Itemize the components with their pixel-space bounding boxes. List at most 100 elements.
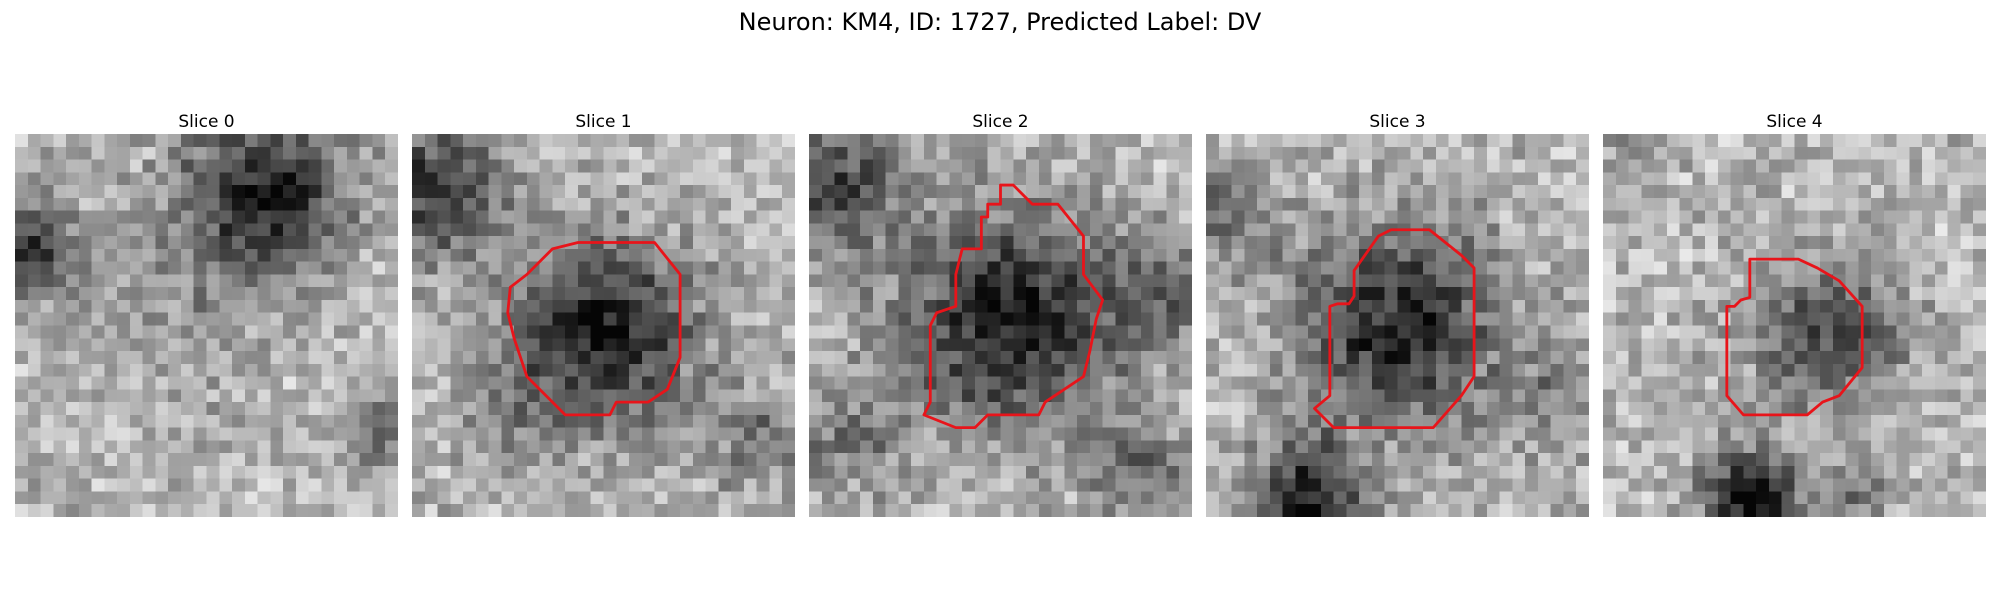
image-pixel (1038, 287, 1052, 301)
image-pixel (1845, 402, 1859, 416)
image-pixel (552, 478, 566, 492)
image-pixel (962, 351, 976, 365)
image-pixel (142, 146, 156, 160)
image-pixel (641, 363, 655, 377)
image-pixel (1397, 248, 1411, 262)
image-pixel (911, 146, 925, 160)
image-pixel (1206, 465, 1220, 479)
image-pixel (1077, 312, 1091, 326)
image-pixel (718, 402, 732, 416)
image-pixel (155, 287, 169, 301)
image-pixel (1153, 159, 1167, 173)
image-pixel (385, 223, 398, 237)
image-pixel (539, 210, 553, 224)
image-pixel (1730, 261, 1744, 275)
image-pixel (1922, 185, 1936, 199)
image-pixel (1269, 197, 1283, 211)
image-pixel (898, 299, 912, 313)
image-pixel (1628, 478, 1642, 492)
image-pixel (488, 325, 502, 339)
image-pixel (1089, 236, 1103, 250)
image-pixel (308, 236, 322, 250)
image-pixel (1550, 402, 1564, 416)
image-pixel (1474, 197, 1488, 211)
image-pixel (1768, 491, 1782, 505)
image-pixel (53, 185, 67, 199)
image-pixel (1308, 261, 1322, 275)
image-pixel (1257, 504, 1271, 517)
image-pixel (987, 312, 1001, 326)
image-pixel (1295, 248, 1309, 262)
image-pixel (117, 210, 131, 224)
image-pixel (1537, 287, 1551, 301)
image-pixel (129, 363, 143, 377)
image-pixel (949, 312, 963, 326)
image-pixel (475, 185, 489, 199)
image-pixel (1692, 325, 1706, 339)
image-pixel (629, 440, 643, 454)
image-pixel (1756, 172, 1770, 186)
image-pixel (1089, 491, 1103, 505)
image-pixel (1486, 159, 1500, 173)
image-pixel (1448, 274, 1462, 288)
image-pixel (1807, 236, 1821, 250)
image-pixel (1705, 185, 1719, 199)
image-pixel (1858, 376, 1872, 390)
image-pixel (1679, 223, 1693, 237)
image-pixel (680, 261, 694, 275)
image-pixel (1371, 172, 1385, 186)
image-pixel (526, 172, 540, 186)
image-pixel (1474, 261, 1488, 275)
image-pixel (1883, 299, 1897, 313)
image-pixel (283, 453, 297, 467)
image-pixel (450, 210, 464, 224)
image-pixel (1615, 248, 1629, 262)
slice-panel-2: Slice 2 (809, 110, 1192, 517)
image-pixel (1410, 159, 1424, 173)
image-pixel (1166, 427, 1180, 441)
image-pixel (1525, 427, 1539, 441)
image-pixel (1666, 261, 1680, 275)
image-pixel (1320, 453, 1334, 467)
image-pixel (104, 325, 118, 339)
image-pixel (1179, 363, 1192, 377)
image-pixel (40, 363, 54, 377)
image-pixel (1166, 504, 1180, 517)
image-pixel (769, 440, 783, 454)
image-pixel (860, 197, 874, 211)
image-pixel (1282, 312, 1296, 326)
image-pixel (1960, 453, 1974, 467)
image-pixel (1269, 134, 1283, 148)
image-pixel (769, 427, 783, 441)
image-pixel (1947, 363, 1961, 377)
image-pixel (424, 299, 438, 313)
image-pixel (1947, 261, 1961, 275)
image-pixel (1089, 248, 1103, 262)
image-pixel (1153, 261, 1167, 275)
image-pixel (1705, 389, 1719, 403)
image-pixel (1743, 134, 1757, 148)
image-pixel (1628, 402, 1642, 416)
image-pixel (936, 427, 950, 441)
image-pixel (1346, 465, 1360, 479)
image-pixel (962, 414, 976, 428)
image-pixel (860, 287, 874, 301)
image-pixel (590, 491, 604, 505)
image-pixel (283, 465, 297, 479)
image-pixel (450, 338, 464, 352)
image-pixel (1206, 338, 1220, 352)
image-pixel (667, 312, 681, 326)
image-pixel (1295, 491, 1309, 505)
image-pixel (142, 478, 156, 492)
image-pixel (667, 172, 681, 186)
image-pixel (295, 172, 309, 186)
image-pixel (590, 325, 604, 339)
image-pixel (962, 134, 976, 148)
image-pixel (962, 465, 976, 479)
image-pixel (142, 236, 156, 250)
image-pixel (1333, 491, 1347, 505)
image-pixel (1026, 223, 1040, 237)
image-pixel (1628, 453, 1642, 467)
image-pixel (244, 504, 258, 517)
image-pixel (1603, 453, 1617, 467)
